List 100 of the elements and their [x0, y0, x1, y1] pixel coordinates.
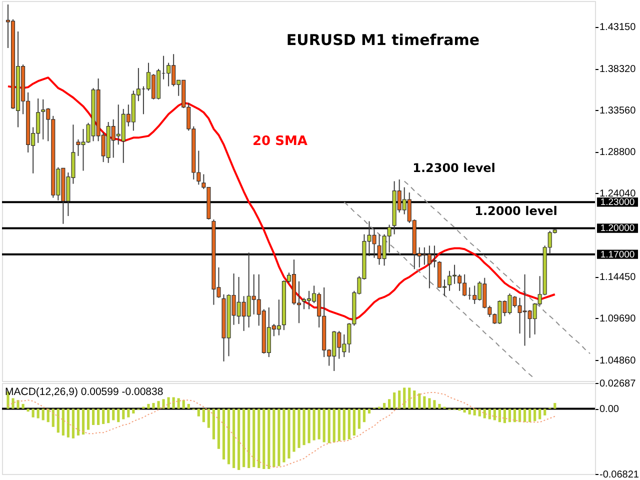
bar — [523, 408, 526, 422]
bar — [157, 401, 160, 409]
bar — [483, 408, 486, 418]
bar — [46, 408, 50, 422]
bar — [292, 408, 296, 452]
y-tick-label: 1.38320 — [600, 64, 636, 76]
annotation: 1.2300 level — [412, 161, 496, 175]
bar — [408, 388, 411, 409]
bar — [278, 408, 280, 466]
bar — [32, 408, 34, 418]
bar — [534, 408, 536, 422]
bar — [232, 408, 236, 468]
bar — [86, 408, 90, 430]
bar — [237, 408, 240, 470]
bar — [62, 408, 64, 436]
bar — [418, 393, 421, 409]
ref-line-label: 1.23000 — [600, 197, 635, 208]
bar — [117, 408, 120, 422]
bar — [338, 408, 340, 442]
bar — [554, 402, 556, 409]
bar — [22, 404, 24, 409]
bar — [102, 408, 105, 424]
line-series — [404, 180, 590, 354]
bar — [388, 399, 391, 409]
bar — [252, 408, 256, 468]
bar — [382, 402, 386, 409]
bar — [82, 408, 85, 435]
bar — [217, 408, 220, 449]
bar — [358, 408, 361, 429]
bar — [202, 408, 205, 422]
bar — [488, 408, 491, 420]
bar — [302, 408, 306, 446]
bar — [473, 408, 476, 416]
bar — [187, 404, 190, 409]
y-tick-label: 1.28800 — [600, 147, 636, 158]
bar — [167, 397, 170, 409]
bar — [433, 400, 436, 409]
y-tick-label: 1.14450 — [600, 272, 636, 284]
bar — [56, 408, 60, 433]
bar — [177, 398, 180, 409]
bar — [248, 408, 250, 468]
bar — [288, 408, 290, 458]
bar — [182, 400, 185, 409]
bar — [332, 408, 336, 442]
bar — [518, 408, 522, 422]
bar — [398, 390, 401, 409]
bar — [227, 408, 230, 464]
bar — [262, 408, 266, 470]
bar — [107, 408, 110, 424]
bar — [268, 408, 270, 470]
bar — [97, 408, 100, 425]
bar — [272, 408, 276, 468]
y-tick-label: 1.04860 — [600, 356, 636, 367]
bar — [513, 408, 516, 422]
bar — [544, 408, 546, 416]
bar — [328, 408, 330, 444]
bar — [463, 408, 466, 413]
bar — [352, 408, 356, 436]
y-tick-label: 1.43150 — [600, 22, 636, 34]
bar — [508, 408, 512, 422]
bar — [152, 402, 155, 409]
bar — [348, 408, 350, 440]
line-series — [7, 76, 556, 321]
text: EURUSD M1 timeframe — [286, 31, 480, 49]
bar — [438, 404, 441, 409]
y-tick-label: 0.02687 — [600, 378, 636, 390]
bar — [423, 396, 426, 409]
bar — [498, 408, 501, 422]
bar — [428, 398, 431, 409]
bar — [318, 408, 320, 440]
bar — [76, 408, 80, 436]
annotation: 1.2000 level — [474, 204, 558, 218]
bar — [413, 390, 416, 409]
bar — [207, 408, 210, 428]
bar — [493, 408, 496, 420]
bar — [12, 398, 14, 409]
bar — [147, 404, 150, 409]
bar — [42, 408, 44, 420]
bar — [132, 408, 135, 414]
bar — [393, 392, 396, 409]
bar — [538, 408, 542, 420]
bar — [172, 397, 175, 409]
bar — [403, 388, 406, 409]
bar — [112, 408, 115, 420]
bar — [197, 408, 200, 416]
bar — [468, 408, 471, 414]
bar — [162, 399, 165, 409]
bar — [478, 408, 481, 416]
ref-line-label: 1.17000 — [600, 249, 635, 260]
y-tick-label: -0.06821 — [600, 470, 640, 480]
y-tick-label: 0.00 — [600, 404, 620, 416]
bar — [322, 408, 326, 442]
bar — [26, 408, 30, 412]
bar — [312, 408, 316, 440]
y-tick-label: 1.09690 — [600, 313, 636, 324]
bar — [122, 408, 125, 420]
bar — [222, 408, 226, 460]
bar — [92, 408, 95, 425]
bar — [36, 408, 40, 418]
bar — [52, 408, 54, 427]
